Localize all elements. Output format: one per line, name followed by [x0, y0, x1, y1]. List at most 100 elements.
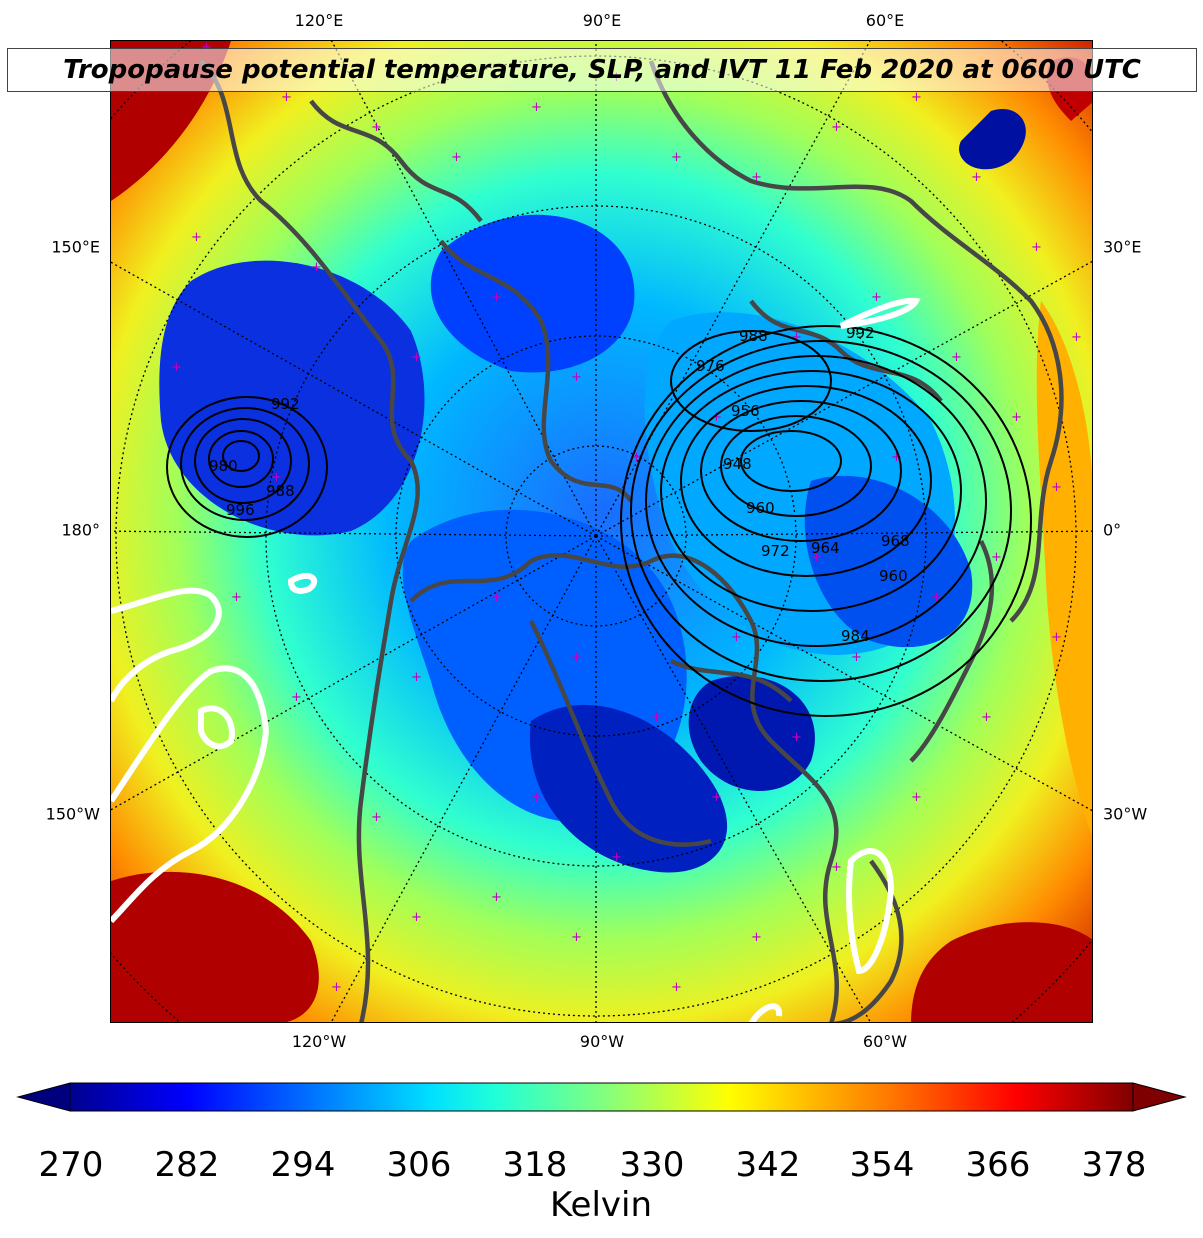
- svg-text:+: +: [791, 330, 802, 345]
- svg-text:+: +: [891, 450, 902, 465]
- svg-text:+: +: [371, 810, 382, 825]
- svg-text:+: +: [951, 350, 962, 365]
- svg-text:+: +: [1051, 480, 1062, 495]
- top-tick-label: 90°E: [582, 11, 622, 30]
- station-markers: ++ + + ++ + ++ + ++ + ++ + ++ + ++ + ++ + ++ + ++ …: [171, 41, 1082, 995]
- svg-text:+: +: [371, 120, 382, 135]
- svg-text:+: +: [751, 170, 762, 185]
- colorbar-tick-label: 270: [38, 1145, 104, 1185]
- slp-label: 948: [723, 455, 752, 473]
- svg-text:+: +: [671, 980, 682, 995]
- svg-text:+: +: [991, 550, 1002, 565]
- slp-label: 992: [846, 324, 875, 342]
- svg-text:+: +: [911, 90, 922, 105]
- slp-label: 984: [841, 627, 870, 645]
- svg-text:+: +: [451, 150, 462, 165]
- cold-anomalies: [159, 109, 1026, 873]
- svg-text:+: +: [271, 470, 282, 485]
- map-canvas: ++ + + ++ + ++ + ++ + ++ + ++ + ++ + ++ + ++ + ++ …: [111, 41, 1092, 1022]
- colorbar-tick-label: 342: [735, 1145, 801, 1185]
- top-tick-label: 60°E: [865, 11, 905, 30]
- colorbar-max-extend: [1132, 1082, 1187, 1112]
- svg-text:+: +: [871, 290, 882, 305]
- bottom-tick-label: 120°W: [291, 1032, 347, 1051]
- bottom-tick-label: 60°W: [862, 1032, 908, 1051]
- svg-text:+: +: [531, 100, 542, 115]
- right-tick-label: 30°E: [1103, 237, 1142, 257]
- ivt-contours: [111, 297, 921, 1022]
- slp-label: 988: [739, 327, 768, 345]
- top-tick-label: 120°E: [294, 11, 344, 30]
- svg-text:+: +: [491, 590, 502, 605]
- slp-label: 956: [731, 402, 760, 420]
- svg-text:+: +: [411, 350, 422, 365]
- coastlines: [199, 59, 1064, 1022]
- svg-text:+: +: [851, 650, 862, 665]
- colorbar-tick-label: 294: [270, 1145, 336, 1185]
- svg-text:+: +: [1011, 410, 1022, 425]
- svg-text:+: +: [931, 590, 942, 605]
- colorbar-gradient: [69, 1082, 1134, 1112]
- bottom-tick-label: 90°W: [579, 1032, 625, 1051]
- svg-text:+: +: [571, 930, 582, 945]
- svg-text:+: +: [981, 710, 992, 725]
- slp-label: 980: [209, 457, 238, 475]
- svg-text:+: +: [231, 590, 242, 605]
- colorbar-tick-label: 318: [502, 1145, 568, 1185]
- svg-text:+: +: [711, 790, 722, 805]
- right-tick-label: 0°: [1103, 520, 1122, 540]
- svg-text:+: +: [571, 370, 582, 385]
- colorbar-tick-label: 282: [154, 1145, 220, 1185]
- slp-label: 964: [811, 539, 840, 557]
- svg-text:+: +: [171, 360, 182, 375]
- left-tick-label: 180°: [61, 520, 100, 540]
- svg-text:+: +: [311, 260, 322, 275]
- colorbar-tick-label: 378: [1081, 1145, 1147, 1185]
- svg-text:+: +: [191, 230, 202, 245]
- slp-label: 976: [696, 357, 725, 375]
- svg-text:+: +: [281, 90, 292, 105]
- svg-text:+: +: [971, 170, 982, 185]
- svg-text:+: +: [671, 150, 682, 165]
- svg-text:+: +: [491, 890, 502, 905]
- svg-text:+: +: [811, 550, 822, 565]
- left-tick-label: 150°E: [51, 237, 100, 257]
- map-panel: + + + + + + + + + + + + + + + + + + + + + + + + + + + + + + …: [110, 40, 1093, 1023]
- svg-text:+: +: [331, 980, 342, 995]
- slp-label: 960: [879, 567, 908, 585]
- slp-label: 960: [746, 499, 775, 517]
- colorbar-tick-label: 306: [386, 1145, 452, 1185]
- svg-text:+: +: [491, 290, 502, 305]
- map-title: Tropopause potential temperature, SLP, a…: [63, 55, 1141, 85]
- slp-label: 988: [266, 482, 295, 500]
- slp-label: 992: [271, 395, 300, 413]
- svg-text:+: +: [571, 650, 582, 665]
- svg-text:+: +: [911, 790, 922, 805]
- right-tick-label: 30°W: [1103, 804, 1148, 824]
- colorbar-min-extend: [16, 1082, 71, 1112]
- slp-contours: [166, 325, 1032, 717]
- svg-text:+: +: [1071, 330, 1082, 345]
- svg-text:+: +: [411, 670, 422, 685]
- svg-text:+: +: [611, 850, 622, 865]
- svg-text:+: +: [711, 410, 722, 425]
- svg-text:+: +: [1051, 630, 1062, 645]
- svg-text:+: +: [631, 450, 642, 465]
- svg-text:+: +: [531, 790, 542, 805]
- title-box: Tropopause potential temperature, SLP, a…: [7, 48, 1197, 92]
- left-tick-label: 150°W: [45, 804, 100, 824]
- svg-text:+: +: [751, 930, 762, 945]
- svg-text:+: +: [831, 120, 842, 135]
- svg-text:+: +: [291, 690, 302, 705]
- svg-text:+: +: [731, 630, 742, 645]
- slp-label: 996: [226, 501, 255, 519]
- svg-text:+: +: [1031, 240, 1042, 255]
- colorbar-tick-label: 330: [619, 1145, 685, 1185]
- svg-text:+: +: [651, 710, 662, 725]
- slp-labels: 988 976 956 948 960 972 964 960 984 968 …: [209, 324, 910, 645]
- svg-text:+: +: [791, 730, 802, 745]
- colorbar-tick-label: 354: [849, 1145, 915, 1185]
- colorbar: [16, 1082, 1187, 1112]
- colorbar-title: Kelvin: [549, 1185, 653, 1225]
- colorbar-tick-label: 366: [965, 1145, 1031, 1185]
